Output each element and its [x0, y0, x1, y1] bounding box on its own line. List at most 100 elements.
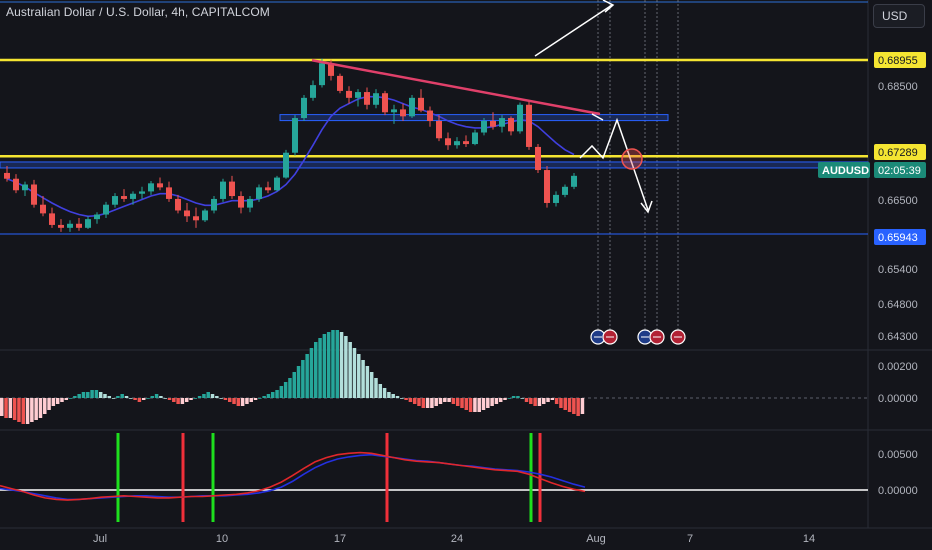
candle-body	[328, 63, 334, 76]
histogram-bar	[507, 398, 512, 399]
histogram-bar	[395, 396, 400, 398]
histogram-bar	[163, 398, 167, 399]
candle-body	[463, 141, 469, 145]
histogram-bar	[382, 388, 387, 398]
histogram-bar	[249, 398, 253, 402]
price-label-bg	[874, 144, 926, 160]
histogram-bar	[275, 390, 279, 398]
candle-body	[175, 198, 181, 211]
candle-body	[436, 120, 442, 139]
histogram-bar	[430, 398, 434, 408]
candle-body	[58, 224, 64, 228]
histogram-tick-label: 0.00000	[878, 393, 918, 405]
histogram-bar	[546, 398, 550, 402]
histogram-bar	[288, 378, 292, 398]
oscillator-line	[0, 453, 586, 501]
currency-button[interactable]: USD	[873, 4, 925, 28]
candle-body	[373, 93, 379, 105]
time-tick-label: Jul	[93, 533, 107, 545]
histogram-bar	[348, 342, 352, 398]
candle-body	[571, 175, 577, 187]
histogram-bar	[176, 398, 180, 404]
time-tick-label: Aug	[586, 533, 606, 545]
histogram-bar	[120, 394, 124, 398]
time-tick-label: 24	[451, 533, 463, 545]
candle-body	[292, 118, 298, 153]
histogram-bar	[193, 398, 198, 399]
histogram-bar	[167, 398, 172, 400]
histogram-bar	[417, 398, 421, 406]
candle-body	[283, 152, 289, 178]
histogram-bar	[361, 360, 365, 398]
histogram-bar	[486, 398, 490, 408]
histogram-bar	[232, 398, 236, 404]
histogram-bar	[520, 398, 524, 399]
countdown: 02:05:39	[878, 165, 921, 177]
candle-body	[49, 213, 55, 225]
histogram-bar	[129, 398, 133, 399]
candle-body	[544, 170, 550, 203]
histogram-bar	[460, 398, 464, 408]
histogram-bar	[554, 398, 559, 404]
histogram-bar	[77, 394, 81, 398]
histogram-bar	[137, 398, 142, 402]
histogram-bar	[309, 348, 314, 398]
candle-body	[112, 196, 118, 205]
candle-body	[121, 196, 127, 199]
histogram-bar	[43, 398, 47, 414]
candle-body	[400, 109, 406, 117]
histogram-bar	[223, 398, 228, 400]
histogram-tick-label: 0.00200	[878, 361, 918, 373]
histogram-bar	[559, 398, 563, 408]
candle-body	[103, 204, 109, 215]
candle-body	[85, 219, 91, 228]
histogram-bar	[133, 398, 137, 400]
histogram-bar	[103, 394, 107, 398]
histogram-bar	[154, 394, 159, 398]
histogram-bar	[215, 396, 219, 398]
histogram-bar	[391, 394, 395, 398]
candle-body	[382, 93, 388, 113]
histogram-bar	[572, 398, 576, 414]
histogram-bar	[111, 398, 116, 399]
candle-body	[76, 223, 82, 228]
histogram-bar	[580, 398, 585, 414]
candle-body	[247, 198, 253, 208]
price-label: 0.67289	[878, 147, 918, 159]
oscillator-tick-label: 0.00000	[878, 485, 918, 497]
histogram-bar	[68, 398, 73, 399]
histogram-bar	[576, 398, 580, 416]
histogram-bar	[60, 398, 64, 402]
projection-arrow	[591, 113, 604, 121]
candle-body	[4, 172, 10, 179]
histogram-bar	[301, 360, 305, 398]
candle-body	[31, 184, 37, 205]
histogram-bar	[451, 398, 456, 404]
histogram-bar	[352, 348, 357, 398]
time-tick-label: 7	[687, 533, 693, 545]
histogram-bar	[98, 392, 103, 398]
histogram-bar	[245, 398, 249, 404]
candle-body	[490, 120, 496, 127]
candle-body	[265, 187, 271, 191]
candle-body	[22, 184, 28, 191]
candle-body	[508, 118, 514, 132]
histogram-bar	[34, 398, 38, 420]
histogram-bar	[17, 398, 21, 422]
candle-body	[454, 141, 460, 146]
histogram-bar	[529, 398, 533, 404]
candle-body	[355, 92, 361, 98]
trendline	[311, 59, 601, 116]
histogram-bar	[473, 398, 477, 412]
candle-body	[535, 146, 541, 171]
histogram-bar	[494, 398, 499, 404]
candle-body	[238, 196, 244, 208]
histogram-bar	[47, 398, 51, 410]
candle-body	[526, 104, 532, 147]
candle-body	[202, 210, 208, 221]
histogram-bar	[374, 378, 378, 398]
histogram-bar	[563, 398, 567, 410]
histogram-bar	[344, 336, 348, 398]
histogram-bar	[516, 396, 520, 398]
